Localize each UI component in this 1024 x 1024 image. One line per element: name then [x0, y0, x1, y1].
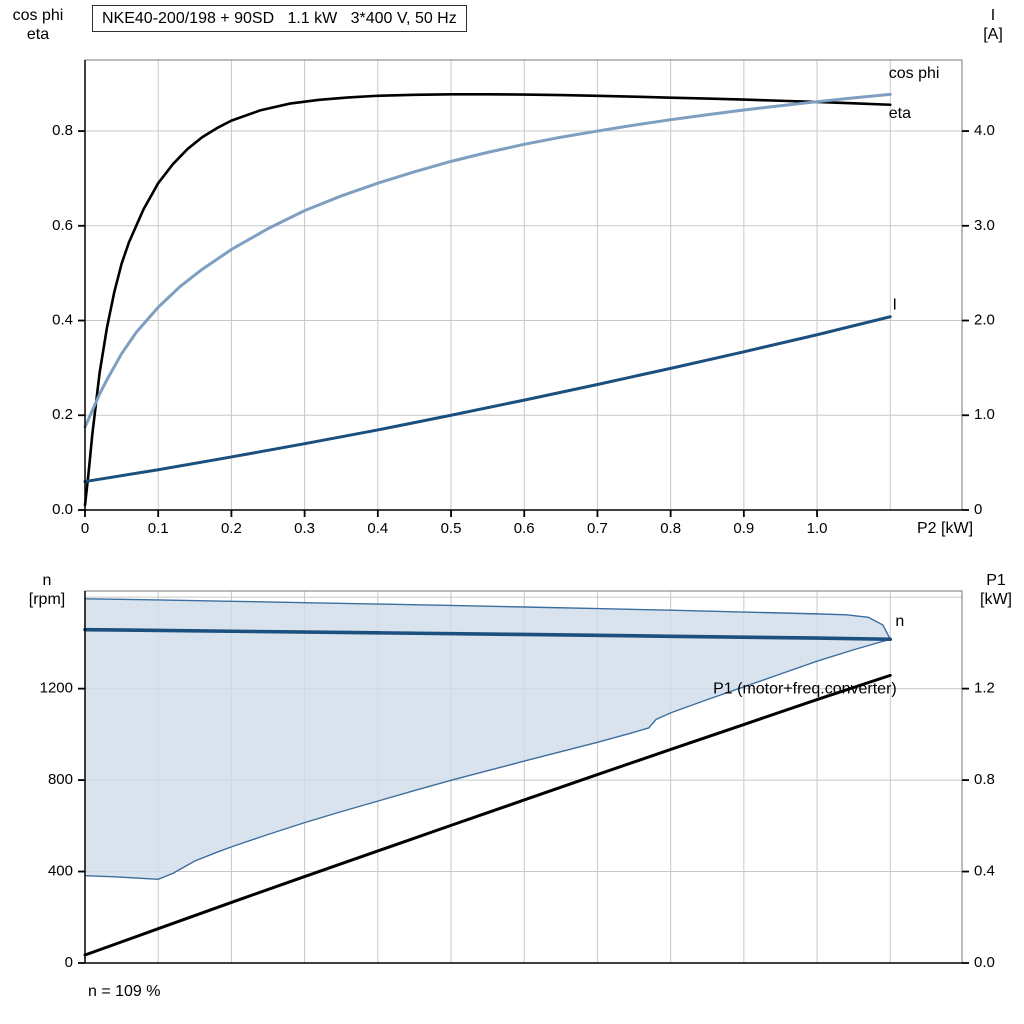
y-right-tick-label: 0.8 — [974, 771, 995, 788]
y-left-tick-label: 400 — [48, 863, 73, 880]
x-tick-label: 0.5 — [441, 520, 462, 537]
y-right-tick-label: 1.0 — [974, 406, 995, 423]
y-right-tick-label: 0.4 — [974, 863, 995, 880]
y-right-tick-label: 0.0 — [974, 954, 995, 971]
y-left-tick-label: 0.8 — [52, 122, 73, 139]
y-right-tick-label: 4.0 — [974, 122, 995, 139]
chart-title: NKE40-200/198 + 90SD 1.1 kW 3*400 V, 50 … — [92, 5, 467, 32]
y-right-tick-label: 0 — [974, 501, 982, 518]
x-tick-label: 0.1 — [148, 520, 169, 537]
lower-chart: 0 400 800 1200 0.0 0.4 0.8 1.2 n [rpm] P1 [kW] n P1 (… — [29, 572, 1012, 971]
y-left-axis-title: n — [43, 572, 52, 589]
y-right-axis-title: [A] — [983, 26, 1003, 43]
curve-label-cos-phi: cos phi — [889, 65, 940, 82]
x-tick-label: 0.9 — [733, 520, 754, 537]
axis-ticks: 0 0.1 0.2 0.3 0.4 0.5 0.6 0.7 0.8 0.9 1.0 P2 [kW] 0.… — [52, 122, 995, 537]
upper-chart: 0 0.1 0.2 0.3 0.4 0.5 0.6 0.7 0.8 0.9 1.0 P2 [kW] 0.… — [13, 7, 1003, 537]
y-left-axis-title: [rpm] — [29, 591, 65, 608]
x-tick-label: 1.0 — [807, 520, 828, 537]
y-right-tick-label: 2.0 — [974, 311, 995, 328]
x-tick-label: 0.6 — [514, 520, 535, 537]
speed-band-lower-edge — [84, 638, 891, 881]
speed-band — [85, 598, 891, 880]
y-left-tick-label: 1200 — [40, 680, 73, 697]
y-left-tick-label: 0 — [65, 954, 73, 971]
y-left-axis-title: eta — [27, 26, 49, 43]
x-tick-label: 0.4 — [367, 520, 388, 537]
speed-band-upper-edge — [84, 598, 891, 640]
axis-ticks: 0 400 800 1200 0.0 0.4 0.8 1.2 — [40, 680, 995, 971]
x-tick-label: 0.3 — [294, 520, 315, 537]
speed-note: n = 109 % — [88, 983, 161, 1000]
series-n — [83, 627, 893, 642]
y-right-axis-title: I — [991, 7, 995, 24]
x-tick-label: 0.7 — [587, 520, 608, 537]
curve-label-n: n — [895, 613, 904, 630]
y-right-axis-title: [kW] — [980, 591, 1012, 608]
series-cos-phi — [83, 92, 892, 429]
y-right-axis-title: P1 — [986, 572, 1006, 589]
y-left-tick-label: 0.6 — [52, 217, 73, 234]
curve-label-i: I — [892, 297, 896, 314]
x-tick-label: 0.8 — [660, 520, 681, 537]
y-left-axis-title: cos phi — [13, 7, 64, 24]
y-left-tick-label: 800 — [48, 771, 73, 788]
x-tick-label: 0 — [81, 520, 89, 537]
gridlines — [85, 60, 962, 510]
series-p1 — [83, 673, 892, 957]
series-eta — [83, 93, 892, 507]
y-left-tick-label: 0.2 — [52, 406, 73, 423]
y-left-tick-label: 0.0 — [52, 501, 73, 518]
curve-label-eta: eta — [889, 105, 911, 122]
curve-label-p1-motor-freq-converter-: P1 (motor+freq.converter) — [713, 681, 897, 698]
y-left-tick-label: 0.4 — [52, 311, 73, 328]
x-axis-unit-label: P2 [kW] — [917, 520, 973, 537]
x-tick-label: 0.2 — [221, 520, 242, 537]
y-right-tick-label: 3.0 — [974, 217, 995, 234]
series-i — [83, 315, 892, 484]
y-right-tick-label: 1.2 — [974, 680, 995, 697]
